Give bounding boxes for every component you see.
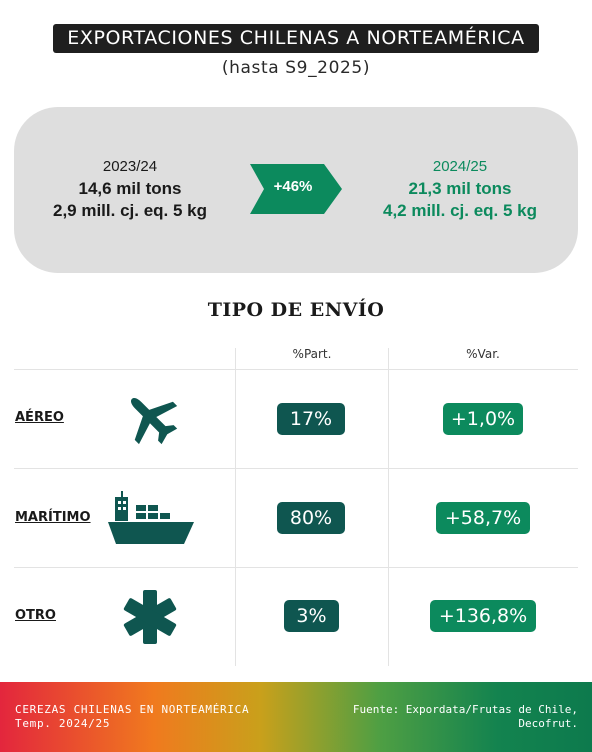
page-title: EXPORTACIONES CHILENAS A NORTEAMÉRICA (53, 24, 539, 53)
row-divider (14, 468, 578, 469)
part-value-aereo: 17% (277, 403, 345, 435)
title-wrapper: EXPORTACIONES CHILENAS A NORTEAMÉRICA (0, 24, 592, 53)
row-label-otro: OTRO (15, 608, 56, 623)
row-label-aereo: AÉREO (15, 410, 64, 425)
row-label-maritimo: MARÍTIMO (15, 510, 91, 525)
footer-source-line-2: Decofrut. (518, 717, 578, 730)
part-value-otro: 3% (284, 600, 339, 632)
column-divider (235, 348, 236, 666)
column-header-var: %Var. (466, 347, 500, 361)
previous-season-tons: 14,6 mil tons (78, 179, 182, 198)
column-divider (388, 348, 389, 666)
var-value-maritimo: +58,7% (436, 502, 530, 534)
summary-panel: 2023/24 14,6 mil tons 2,9 mill. cj. eq. … (14, 107, 578, 273)
ship-icon (108, 491, 194, 544)
change-value: +46% (273, 178, 313, 195)
footer-caption: CEREZAS CHILENAS EN NORTEAMÉRICA Temp. 2… (15, 703, 249, 731)
footer-bar: CEREZAS CHILENAS EN NORTEAMÉRICA Temp. 2… (0, 682, 592, 752)
var-value-otro: +136,8% (430, 600, 536, 632)
change-badge: +46% (250, 164, 342, 214)
asterisk-icon (123, 590, 177, 644)
footer-line-2: Temp. 2024/25 (15, 717, 111, 730)
current-season-tons: 21,3 mil tons (408, 179, 512, 198)
page-subtitle: (hasta S9_2025) (221, 58, 371, 78)
current-season-label: 2024/25 (432, 158, 488, 175)
var-value-aereo: +1,0% (443, 403, 523, 435)
column-header-part: %Part. (292, 347, 332, 361)
airplane-icon (131, 398, 178, 445)
current-season-boxes: 4,2 mill. cj. eq. 5 kg (382, 201, 537, 220)
current-season-summary: 2024/25 21,3 mil tons 4,2 mill. cj. eq. … (357, 156, 563, 222)
previous-season-summary: 2023/24 14,6 mil tons 2,9 mill. cj. eq. … (30, 156, 230, 222)
part-value-maritimo: 80% (277, 502, 345, 534)
footer-source-line-1: Fuente: Expordata/Frutas de Chile, (352, 703, 578, 716)
footer-source: Fuente: Expordata/Frutas de Chile, Decof… (353, 703, 578, 731)
previous-season-boxes: 2,9 mill. cj. eq. 5 kg (52, 201, 207, 220)
row-divider (14, 369, 578, 370)
arrow-chevron-icon (250, 164, 342, 214)
shipping-section-title: TIPO DE ENVÍO (207, 299, 385, 321)
footer-line-1: CEREZAS CHILENAS EN NORTEAMÉRICA (15, 703, 250, 716)
row-divider (14, 567, 578, 568)
previous-season-label: 2023/24 (102, 158, 158, 175)
